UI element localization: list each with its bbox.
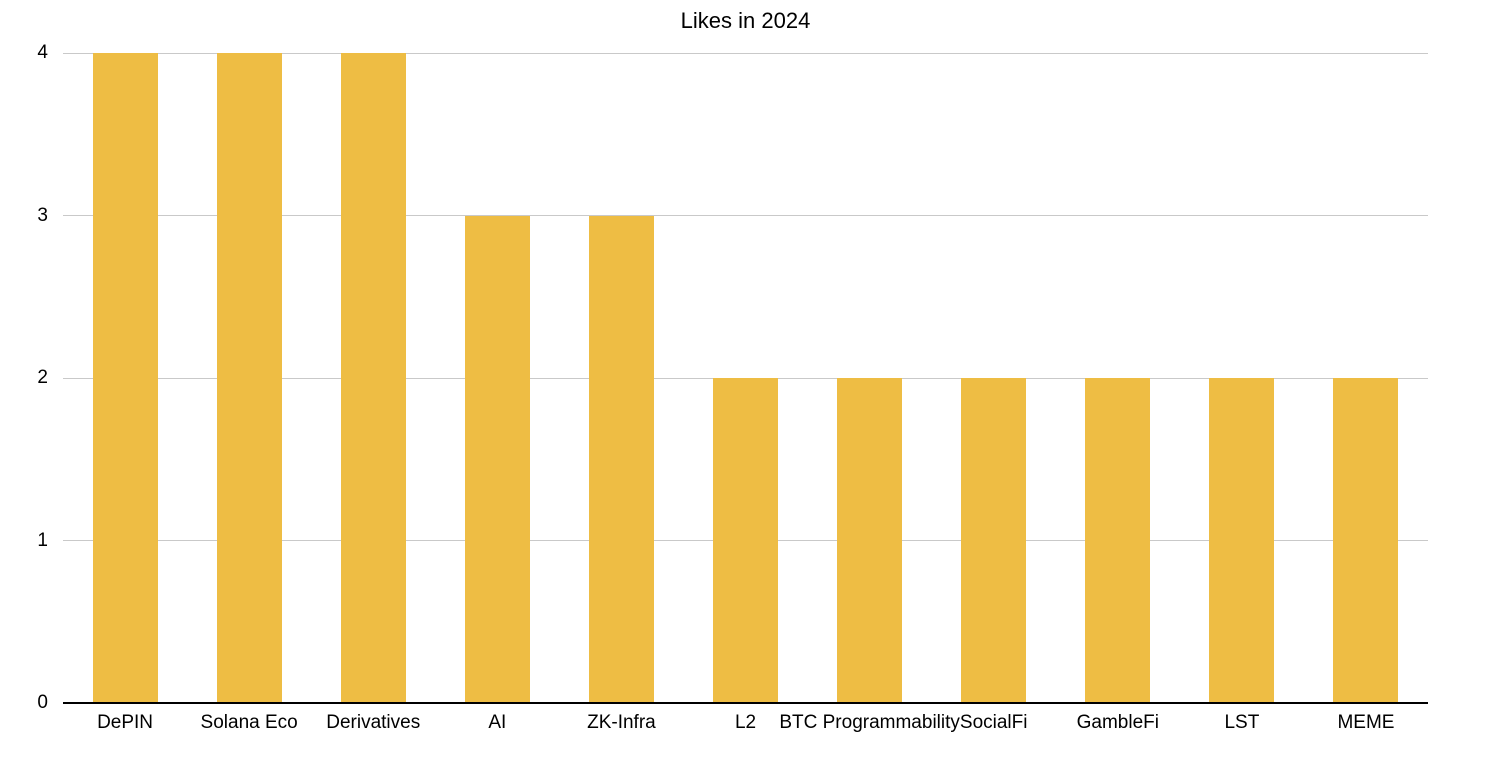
y-tick-label: 1 bbox=[37, 529, 48, 551]
bar-socialfi bbox=[961, 378, 1027, 703]
x-category-label-cell: Solana Eco bbox=[187, 712, 311, 734]
gridline bbox=[63, 52, 1428, 54]
y-tick-label: 4 bbox=[37, 42, 48, 63]
bar-lst bbox=[1209, 378, 1275, 703]
bar-column bbox=[1056, 53, 1180, 703]
x-category-label-cell: GambleFi bbox=[1056, 712, 1180, 734]
bar-column bbox=[683, 53, 807, 703]
x-category-label-cell: L2 bbox=[683, 712, 807, 734]
bar-column bbox=[1180, 53, 1304, 703]
x-category-label-cell: Derivatives bbox=[311, 712, 435, 734]
bar-column bbox=[63, 53, 187, 703]
y-tick-label: 3 bbox=[37, 204, 48, 226]
bar-column bbox=[435, 53, 559, 703]
bar-l2 bbox=[713, 378, 779, 703]
x-axis-category-labels: DePIN Solana Eco Derivatives AI ZK-Infra L2 BT… bbox=[63, 703, 1428, 734]
bar-column bbox=[311, 53, 435, 703]
x-category-label-cell: SocialFi bbox=[932, 712, 1056, 734]
bar-zk-infra bbox=[588, 215, 654, 703]
x-category-label-cell: AI bbox=[435, 712, 559, 734]
y-tick-label: 2 bbox=[37, 367, 48, 388]
bar-column bbox=[559, 53, 683, 703]
bar-gamblefi bbox=[1085, 378, 1151, 703]
chart-title: Likes in 2024 bbox=[680, 8, 811, 33]
x-axis-line bbox=[63, 702, 1428, 704]
x-category-label: Derivatives bbox=[326, 712, 421, 733]
bar-depin bbox=[92, 53, 158, 703]
x-category-label-cell: ZK-Infra bbox=[559, 712, 683, 734]
bar-column bbox=[932, 53, 1056, 703]
bar-meme bbox=[1333, 378, 1399, 703]
x-category-label: ZK-Infra bbox=[587, 712, 656, 733]
bar-column bbox=[808, 53, 932, 703]
plot-area: 0 1 2 3 4 DePIN Solana Eco Derivatives AI ZK-Inf… bbox=[37, 42, 1428, 733]
x-category-label: MEME bbox=[1337, 712, 1395, 733]
x-category-label: AI bbox=[488, 712, 507, 733]
x-category-label: DePIN bbox=[97, 712, 154, 733]
bar-ai bbox=[464, 215, 530, 703]
bar-column bbox=[1304, 53, 1428, 703]
bar-solana-eco bbox=[216, 53, 282, 703]
y-tick-label: 0 bbox=[37, 692, 48, 713]
bars-container bbox=[63, 53, 1428, 703]
x-category-label-cell: LST bbox=[1180, 712, 1304, 734]
x-category-label-cell: MEME bbox=[1304, 712, 1428, 734]
x-category-label: L2 bbox=[734, 712, 757, 733]
x-category-label: LST bbox=[1224, 712, 1260, 733]
gridline bbox=[63, 215, 1428, 216]
bar-derivatives bbox=[340, 53, 406, 703]
x-category-label: SocialFi bbox=[959, 712, 1028, 733]
bar-column bbox=[187, 53, 311, 703]
x-category-label: GambleFi bbox=[1076, 712, 1159, 733]
bar-btc-programmability bbox=[837, 378, 903, 703]
x-category-label-cell: BTC Programmability bbox=[779, 712, 960, 734]
x-category-label: BTC Programmability bbox=[779, 712, 960, 733]
x-category-label-cell: DePIN bbox=[63, 712, 187, 734]
x-category-label: Solana Eco bbox=[200, 712, 298, 733]
